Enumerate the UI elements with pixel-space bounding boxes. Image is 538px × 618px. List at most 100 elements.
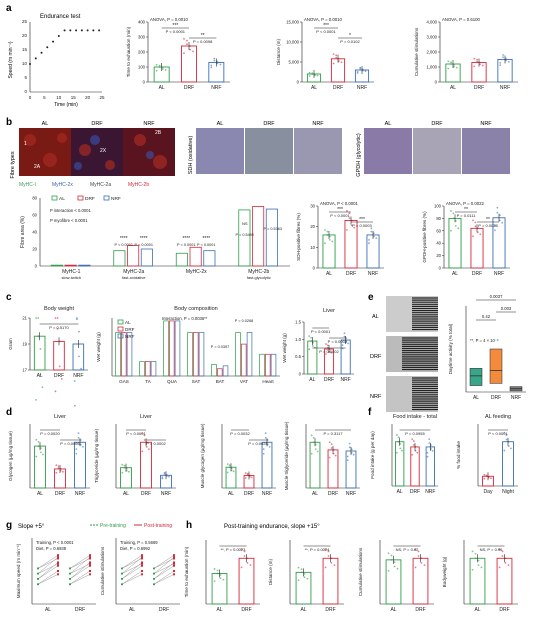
data-point xyxy=(37,441,40,443)
data-point xyxy=(330,561,333,564)
data-point xyxy=(501,550,504,553)
x-tick-sublabel: slow-twitch xyxy=(61,275,81,280)
data-point xyxy=(158,66,161,68)
bar xyxy=(385,559,402,605)
data-point xyxy=(62,470,64,473)
legend-label: DRF xyxy=(125,327,135,332)
data-point xyxy=(78,330,80,333)
x-tick-label: DRF xyxy=(499,607,509,613)
x-tick-label: AL xyxy=(473,395,479,401)
p-value: 0.42 xyxy=(482,314,491,319)
data-point xyxy=(55,464,58,467)
x-tick-label: NRF xyxy=(262,491,272,497)
post-point xyxy=(141,557,143,560)
x-tick-label: MyHC-2a xyxy=(123,269,144,275)
post-tte-chart: AL DRF Time to exhaustion (min) **, P = 0.0… xyxy=(184,540,260,613)
speed-chart-title: Endurance test xyxy=(40,14,81,20)
p-value: NS, P = 0.62 xyxy=(396,547,419,552)
data-point xyxy=(346,455,349,458)
data-point xyxy=(496,206,499,209)
sdh-image-nrf xyxy=(294,128,342,174)
actogram-al xyxy=(386,296,438,332)
p-diet: Diet, P = 0.6938 xyxy=(36,546,67,551)
x-tick-label: DRF xyxy=(75,607,85,613)
data-point xyxy=(368,238,370,241)
data-point xyxy=(503,449,506,452)
post-point xyxy=(173,556,175,559)
x-tick-label: 5 xyxy=(43,95,46,100)
data-point xyxy=(324,242,326,245)
data-point xyxy=(499,61,502,64)
data-point xyxy=(155,69,158,72)
data-point xyxy=(348,442,351,445)
data-point xyxy=(161,476,164,479)
y-tick-label: 4,000 xyxy=(427,20,438,25)
paired-line xyxy=(37,570,59,585)
data-point xyxy=(507,564,510,567)
liver-triglyceride-chart: AL DRF NRF Triglyceride (µg/mg tissue) Liver… xyxy=(94,414,176,497)
y-axis-label: Triglyceride (µg/mg tissue) xyxy=(94,429,99,484)
y-axis-label: Muscle glycogen (µg/mg tissue) xyxy=(200,423,205,488)
data-point xyxy=(471,568,474,571)
fib-label-2a: 2A xyxy=(34,164,41,170)
p-value: P < 0.0001 xyxy=(197,243,215,247)
anova-text: ANOVA, P = 0.0010 xyxy=(150,17,189,22)
y-axis-label: Bodyweight (g) xyxy=(442,556,447,587)
data-point xyxy=(246,557,249,560)
data-point xyxy=(505,57,507,60)
gpdh-label: GPDH (glycolytic) xyxy=(356,133,362,177)
data-point xyxy=(316,450,319,453)
x-tick-label: NRF xyxy=(500,85,510,91)
significance-stars: *** xyxy=(359,217,365,223)
data-point xyxy=(42,453,44,456)
data-point xyxy=(73,380,76,382)
y-tick-label: 300 xyxy=(138,35,146,40)
data-point xyxy=(326,344,329,347)
data-point xyxy=(356,72,359,74)
paired-line xyxy=(121,574,143,585)
y-tick-label: 20 xyxy=(310,224,315,229)
data-point xyxy=(121,463,124,466)
sdh-label: SDH (oxidative) xyxy=(188,136,194,175)
speed-ylabel: Speed (m min⁻¹) xyxy=(8,41,14,78)
post-point xyxy=(141,562,143,565)
post-point xyxy=(89,557,91,560)
x-tick-label: 25 xyxy=(99,95,105,100)
post-point xyxy=(89,570,91,572)
data-point xyxy=(77,436,80,439)
y-axis-label: Cumulative stimulations xyxy=(414,27,419,76)
data-point xyxy=(505,59,507,62)
speed-protocol-chart: Endurance test Speed (m min⁻¹) Time (min… xyxy=(8,14,105,108)
speed-point xyxy=(63,29,66,32)
data-point xyxy=(472,219,474,222)
p-value: P = 0.0028 xyxy=(478,223,498,228)
data-point xyxy=(372,235,375,238)
paired-line xyxy=(153,558,175,569)
data-point xyxy=(331,240,334,243)
x-tick-label: NRF xyxy=(75,491,85,497)
pre-point xyxy=(153,567,155,570)
data-point xyxy=(502,56,504,59)
x-tick-label: 0 xyxy=(29,95,32,100)
data-point xyxy=(412,440,415,442)
data-point xyxy=(472,235,474,238)
p-value: P < 0.0001 xyxy=(316,29,336,34)
data-point xyxy=(479,63,481,66)
data-point xyxy=(477,564,480,567)
muscle-glycogen-chart: AL DRF NRF Muscle glycogen (µg/mg tissue) P … xyxy=(200,423,276,497)
speed-point xyxy=(98,29,101,32)
data-point xyxy=(327,550,330,553)
y-tick-label: 0.5 xyxy=(295,354,301,359)
data-point xyxy=(494,224,496,227)
data-point xyxy=(359,67,362,70)
fibre-area-chart: 0 20 40 60 80 Fibre area (%) MyHC-1slow-twitch… xyxy=(20,196,290,280)
pre-point xyxy=(121,583,123,586)
data-point xyxy=(494,229,496,232)
anova-text: ANOVA, P = 0.0022 xyxy=(446,201,485,206)
legend-label: AL xyxy=(59,196,65,202)
bar xyxy=(259,353,265,377)
img-label-drf: DRF xyxy=(91,121,103,127)
p-value: **, P = 0.0023 xyxy=(221,547,247,552)
data-point xyxy=(481,64,484,67)
data-point xyxy=(333,564,336,567)
